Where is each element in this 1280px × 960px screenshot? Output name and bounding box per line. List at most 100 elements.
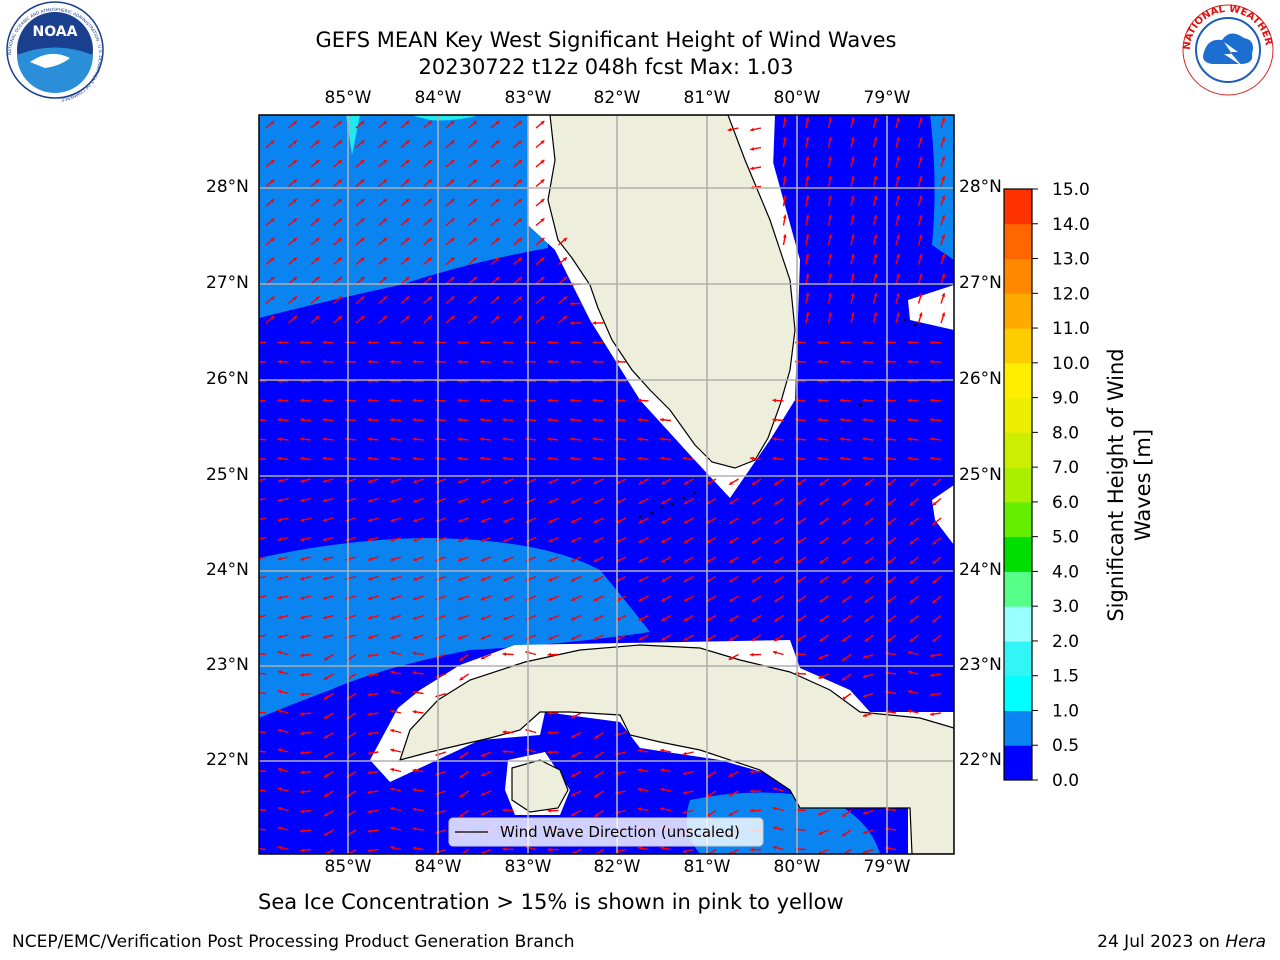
wave-arrow-head xyxy=(930,340,934,345)
wave-arrow-head xyxy=(277,748,282,753)
wave-arrow-head xyxy=(873,195,878,200)
wave-arrow-head xyxy=(518,218,522,223)
wave-arrow-head xyxy=(383,159,387,164)
wave-arrow-head xyxy=(270,257,275,262)
wave-arrow-head xyxy=(458,479,463,484)
colorbar-band xyxy=(1004,710,1032,746)
wave-arrow-head xyxy=(873,156,878,161)
wave-arrow-head xyxy=(682,751,687,756)
wave-arrow-head xyxy=(480,850,485,854)
wave-arrow-head xyxy=(661,597,666,602)
lon-label: 79°W xyxy=(863,88,911,108)
wave-arrow-head xyxy=(324,656,328,661)
wave-arrow-head xyxy=(864,579,869,584)
wave-arrow-head xyxy=(300,848,304,853)
wave-arrow-head xyxy=(457,340,461,345)
wave-arrow-head xyxy=(322,537,327,542)
wave-arrow-head xyxy=(887,521,892,525)
wave-arrow-head xyxy=(390,787,395,792)
wave-arrow-head xyxy=(864,540,869,545)
wave-arrow-head xyxy=(638,480,643,485)
wave-arrow-head xyxy=(863,654,867,659)
wave-arrow-head xyxy=(828,253,832,258)
wave-arrow-head xyxy=(729,481,734,485)
wave-arrow-head xyxy=(840,417,844,422)
wave-arrow-head xyxy=(864,501,869,506)
wave-arrow-head xyxy=(322,498,327,503)
wave-arrow-head xyxy=(547,359,552,364)
wave-arrow-head xyxy=(907,437,912,441)
wave-arrow-head xyxy=(683,617,688,621)
wave-arrow-head xyxy=(495,120,500,125)
wave-arrow-head xyxy=(819,520,824,525)
colorbar-band xyxy=(1004,675,1032,711)
wave-arrow-head xyxy=(570,398,574,403)
wave-arrow-head xyxy=(324,754,328,758)
wave-arrow-head xyxy=(729,559,734,563)
wave-arrow-head xyxy=(907,456,912,461)
footer-host: Hera xyxy=(1225,932,1266,952)
wave-arrow-head xyxy=(315,257,320,262)
lat-label: 24°N xyxy=(959,560,1002,580)
wave-arrow-head xyxy=(661,558,666,563)
wave-arrow-head xyxy=(805,175,810,180)
wave-arrow-head xyxy=(390,806,395,811)
wave-arrow-head xyxy=(571,480,575,484)
wave-arrow-head xyxy=(405,315,410,320)
wave-arrow-head xyxy=(450,315,455,320)
lon-label: 81°W xyxy=(683,88,731,108)
wave-arrow-head xyxy=(907,670,912,675)
wave-arrow-head xyxy=(907,689,912,694)
wave-arrow-head xyxy=(480,479,485,484)
wave-arrow-head xyxy=(428,315,432,320)
wave-arrow-head xyxy=(683,598,688,602)
wave-arrow-head xyxy=(941,195,946,200)
wave-arrow-head xyxy=(315,159,320,164)
wave-arrow-head xyxy=(774,520,779,524)
wave-arrow-head xyxy=(751,559,756,563)
wave-arrow-head xyxy=(593,519,598,523)
wave-arrow-head xyxy=(840,456,844,461)
wave-arrow-head xyxy=(941,293,946,297)
wave-arrow-head xyxy=(817,456,822,461)
keys-islands xyxy=(638,318,917,519)
wave-arrow-head xyxy=(592,437,597,441)
wave-arrow-head xyxy=(277,437,282,441)
wave-arrow-head xyxy=(338,218,342,223)
wave-arrow-head xyxy=(412,768,417,773)
wave-arrow-head xyxy=(503,558,508,562)
wave-arrow-head xyxy=(300,498,305,503)
wave-arrow-head xyxy=(774,618,779,622)
wave-arrow-head xyxy=(547,652,552,657)
wave-arrow-head xyxy=(547,437,552,441)
wave-arrow-head xyxy=(458,596,463,601)
wave-arrow-head xyxy=(817,359,822,364)
wave-arrow-head xyxy=(592,417,597,422)
wave-arrow-head xyxy=(300,518,305,522)
wave-arrow-head xyxy=(896,156,900,161)
wave-arrow-head xyxy=(850,312,855,317)
wave-arrow-head xyxy=(819,579,824,583)
wave-arrow-head xyxy=(270,140,275,145)
wave-arrow-head xyxy=(413,499,417,503)
wave-arrow-head xyxy=(473,257,477,262)
wave-arrow-head xyxy=(593,578,598,582)
colorbar-tick-label: 0.5 xyxy=(1052,736,1079,756)
wave-arrow-head xyxy=(941,176,946,180)
wave-arrow-head xyxy=(480,616,485,620)
wave-arrow-head xyxy=(322,456,327,461)
colorbar: 0.0 0.5 1.0 1.5 2.0 3.0 4.0 5.0 6.0 7.0 8.0 9.0 10.0… xyxy=(1003,180,1090,791)
wave-arrow-head xyxy=(850,234,855,239)
wave-arrow-head xyxy=(315,198,320,203)
wave-arrow-head xyxy=(367,790,372,794)
wave-arrow-head xyxy=(368,557,372,561)
wave-arrow-head xyxy=(563,237,567,242)
wave-arrow-head xyxy=(450,218,455,223)
wave-arrow-head xyxy=(729,617,734,622)
wave-arrow-head xyxy=(850,214,855,219)
wave-arrow-head xyxy=(683,481,688,485)
colorbar-band xyxy=(1004,189,1032,225)
wave-arrow-head xyxy=(300,615,305,620)
wave-arrow-head xyxy=(405,296,410,301)
wave-arrow-head xyxy=(637,456,642,461)
